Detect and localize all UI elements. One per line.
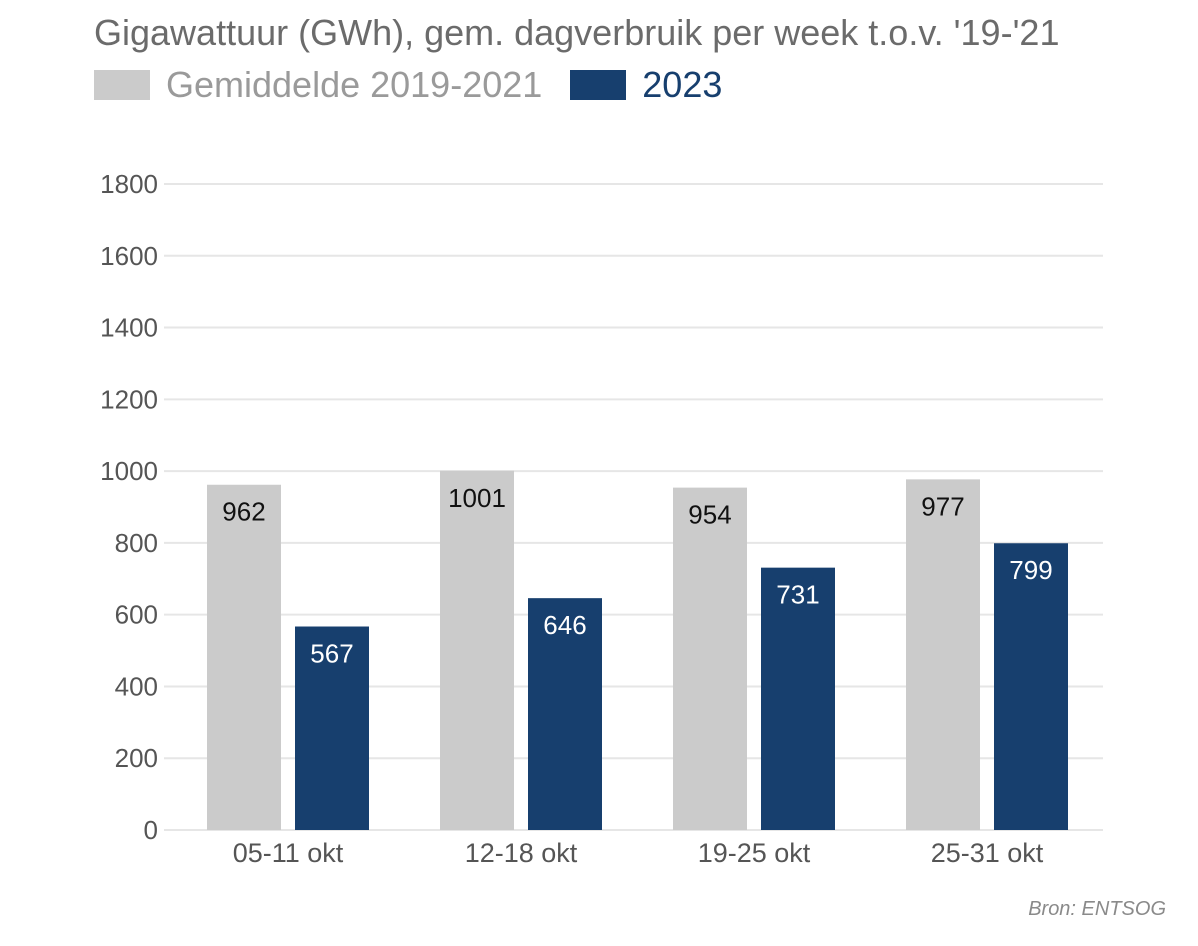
y-tick-label: 1600: [100, 241, 158, 271]
data-label: 1001: [448, 483, 506, 513]
legend-swatch-average: [94, 70, 150, 100]
legend-item-average: Gemiddelde 2019-2021: [94, 64, 542, 106]
data-label: 977: [921, 491, 964, 521]
x-tick-label: 05-11 okt: [233, 838, 344, 868]
data-label: 731: [776, 580, 819, 610]
data-label: 962: [222, 497, 265, 527]
x-tick-label: 12-18 okt: [465, 838, 578, 868]
data-label: 567: [310, 639, 353, 669]
source-note: Bron: ENTSOG: [1028, 898, 1166, 920]
chart-title: Gigawattuur (GWh), gem. dagverbruik per …: [94, 12, 1060, 53]
bar: [673, 487, 747, 830]
legend-label-average: Gemiddelde 2019-2021: [166, 64, 543, 105]
bar: [207, 484, 281, 830]
y-tick-label: 200: [115, 743, 158, 773]
bar: [994, 543, 1068, 830]
bar: [295, 626, 369, 830]
data-label: 799: [1009, 555, 1052, 585]
y-tick-label: 0: [144, 815, 158, 845]
y-tick-label: 1000: [100, 456, 158, 486]
data-label: 646: [543, 610, 586, 640]
y-tick-label: 400: [115, 671, 158, 701]
x-tick-label: 25-31 okt: [931, 838, 1044, 868]
bar: [440, 470, 514, 830]
y-tick-label: 1200: [100, 384, 158, 414]
bar: [528, 598, 602, 830]
y-tick-label: 1400: [100, 313, 158, 343]
data-label: 954: [688, 500, 731, 530]
y-tick-label: 1800: [100, 169, 158, 199]
y-tick-label: 800: [115, 528, 158, 558]
bar: [906, 479, 980, 830]
legend-swatch-2023: [570, 70, 627, 100]
chart-legend: Gemiddelde 2019-2021 2023: [94, 64, 750, 106]
bar: [761, 567, 835, 830]
legend-item-2023: 2023: [570, 64, 722, 106]
y-tick-label: 600: [115, 600, 158, 630]
legend-label-2023: 2023: [642, 64, 723, 105]
x-tick-label: 19-25 okt: [698, 838, 811, 868]
